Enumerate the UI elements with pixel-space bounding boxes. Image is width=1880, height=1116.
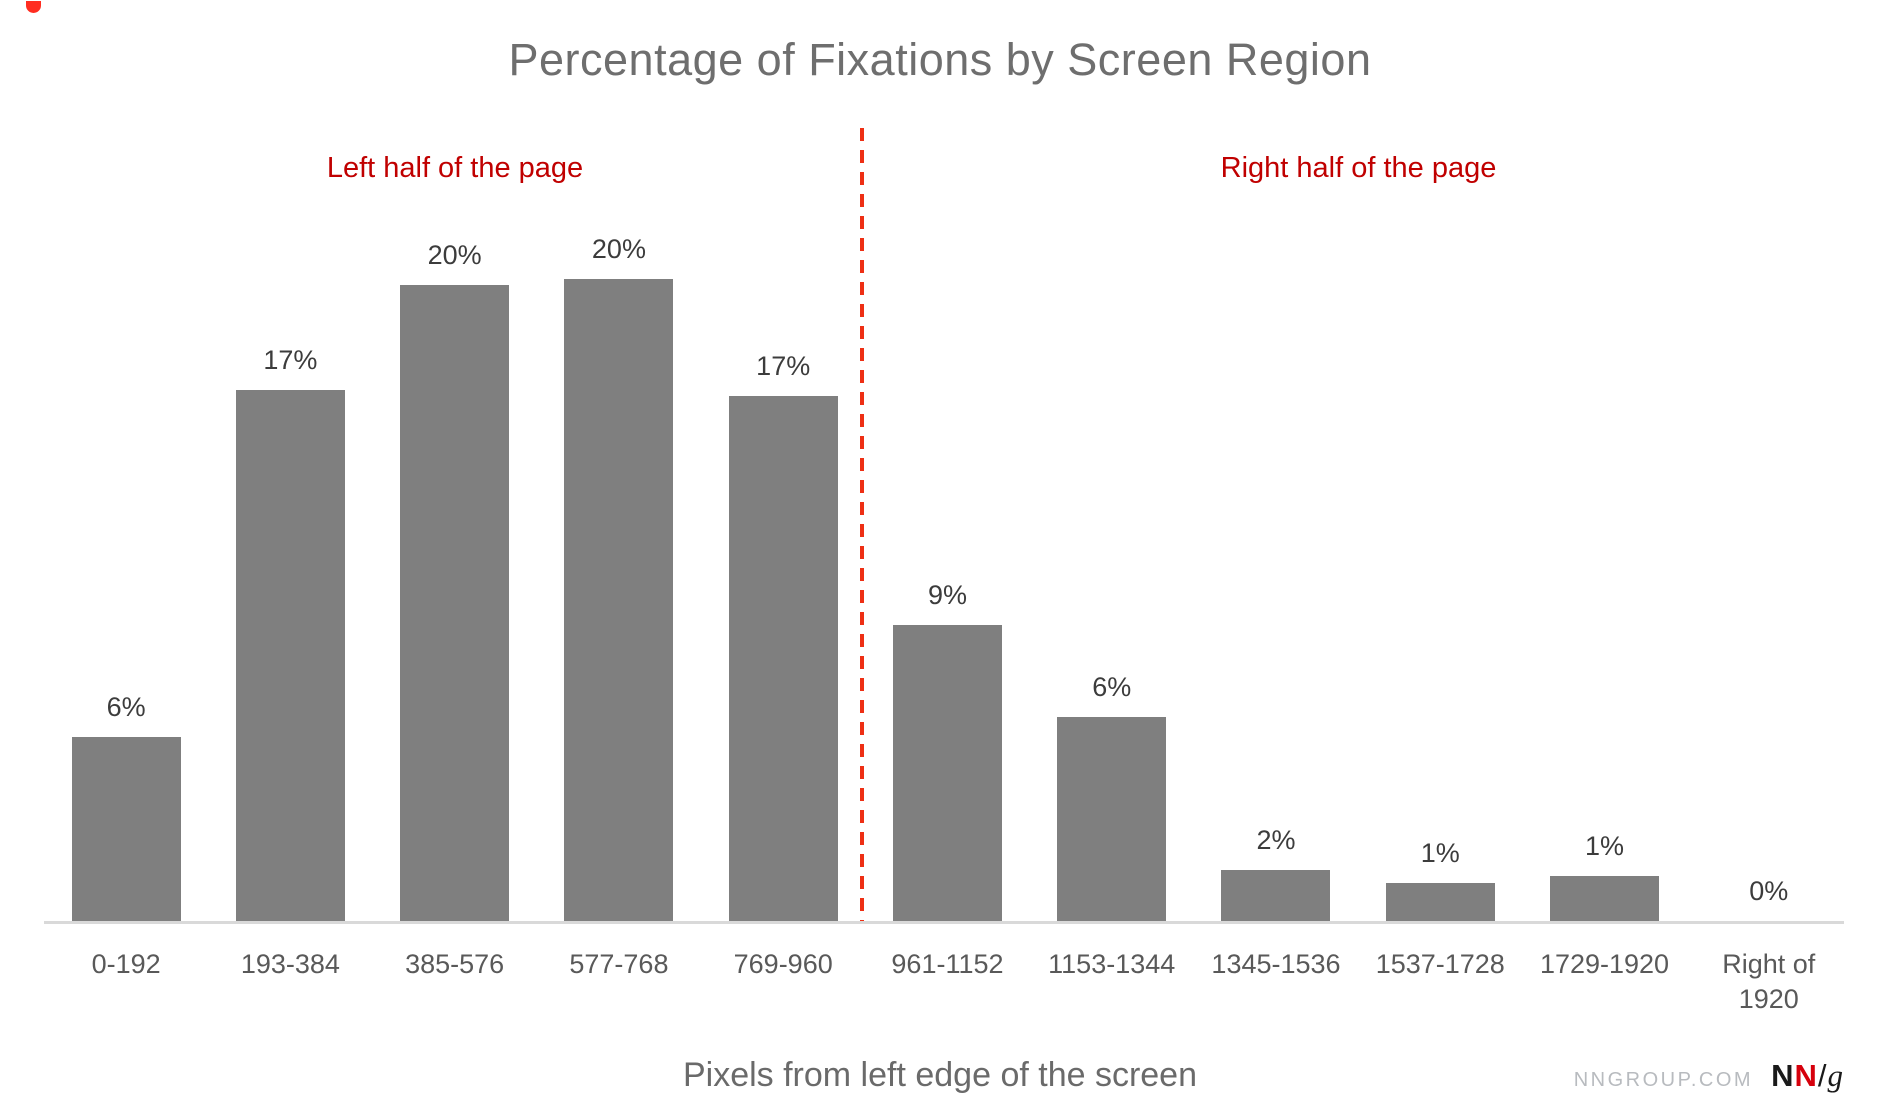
bar	[1550, 876, 1660, 921]
logo-letter-n-black: N	[1771, 1058, 1795, 1093]
x-tick-label: 1537-1728	[1375, 949, 1505, 979]
bar	[564, 278, 674, 921]
bar	[400, 285, 510, 921]
bar-slot: 1%	[1358, 221, 1522, 921]
bar	[728, 396, 838, 921]
bar-value-label: 17%	[756, 351, 811, 382]
bar-value-label: 1%	[1585, 831, 1625, 862]
nng-logo-mark: NN/g	[1771, 1058, 1844, 1094]
x-tick-label: 1345-1536	[1211, 949, 1341, 979]
x-tick-label: Right of 1920	[1722, 949, 1816, 1015]
bar-slot: 6%	[1030, 221, 1194, 921]
nng-branding: NNGROUP.COM NN/g	[1574, 1058, 1844, 1094]
x-tick-label: 577-768	[569, 949, 669, 979]
x-axis-tick-labels: 0-192 193-384 385-576 577-768 769-960 961-115…	[44, 947, 1851, 1017]
x-axis-line	[44, 921, 1844, 924]
bar-slot: 20%	[537, 221, 701, 921]
x-tick-label: 769-960	[733, 949, 833, 979]
chart-title: Percentage of Fixations by Screen Region	[508, 34, 1372, 85]
bar-slot: 1%	[1522, 221, 1686, 921]
logo-slash-g: /g	[1818, 1058, 1844, 1093]
bar-slot: 0%	[1687, 221, 1851, 921]
logo-letter-g: g	[1827, 1058, 1844, 1093]
bar-value-label: 17%	[263, 344, 318, 375]
bar-value-label: 2%	[1256, 825, 1296, 856]
bar-value-label: 0%	[1749, 876, 1789, 906]
bar-slot: 9%	[865, 221, 1029, 921]
bar-value-label: 9%	[927, 580, 967, 611]
bar	[1057, 717, 1167, 921]
x-axis-title: Pixels from left edge of the screen	[682, 1056, 1198, 1094]
nngroup-url-text: NNGROUP.COM	[1573, 1069, 1754, 1091]
left-half-annotation: Left half of the page	[326, 152, 584, 184]
bar-value-label: 20%	[427, 240, 482, 270]
x-tick-label: 1153-1344	[1048, 949, 1176, 979]
bar	[1385, 882, 1495, 921]
logo-letter-n-red: N	[1794, 1058, 1818, 1093]
bar-slot: 2%	[1194, 221, 1358, 921]
bar	[235, 389, 345, 921]
x-tick-label: 193-384	[240, 949, 340, 979]
bar-value-label: 1%	[1420, 837, 1460, 868]
right-half-annotation: Right half of the page	[1220, 152, 1497, 184]
bar-slot: 17%	[701, 221, 865, 921]
bar-slot: 17%	[208, 221, 372, 921]
x-tick-label: 0-192	[91, 949, 161, 979]
bar	[1221, 870, 1331, 921]
bar-slot: 6%	[44, 221, 208, 921]
bar-slot: 20%	[373, 221, 537, 921]
x-tick-label: 1729-1920	[1539, 949, 1670, 979]
bar-value-label: 20%	[591, 233, 646, 264]
x-tick-label: 961-1152	[891, 949, 1004, 979]
divider-dashed-line	[860, 128, 864, 923]
red-indicator-dot	[26, 1, 41, 13]
bar	[892, 625, 1002, 921]
bar	[71, 736, 181, 921]
bar-value-label: 6%	[106, 691, 146, 722]
logo-slash: /	[1817, 1058, 1828, 1093]
bars-area: 6% 17% 20% 20% 17% 9% 6% 2% 1% 1% 0%	[44, 221, 1851, 921]
x-tick-label: 385-576	[405, 949, 505, 979]
bar-value-label: 6%	[1092, 672, 1132, 703]
